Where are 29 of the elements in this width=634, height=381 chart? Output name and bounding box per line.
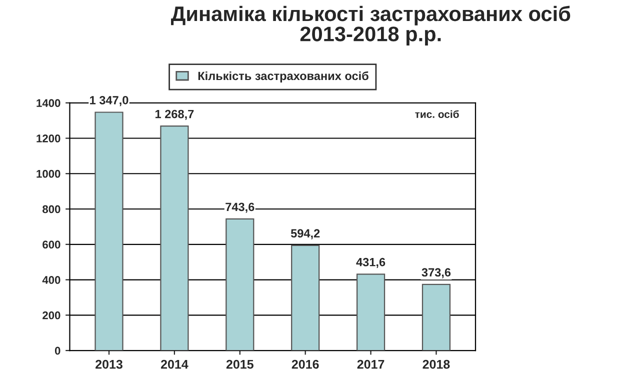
data-label: 1 347,0 — [90, 96, 128, 106]
y-tick-label: 1200 — [36, 134, 60, 142]
x-tick-label: 2015 — [226, 360, 254, 369]
data-label: 373,6 — [422, 268, 451, 278]
data-label: 743,6 — [226, 202, 254, 213]
y-tick-label: 400 — [42, 276, 60, 284]
legend-label: Кількість застрахованих осіб — [198, 71, 368, 82]
x-tick-label: 2014 — [160, 360, 188, 369]
bar — [160, 126, 189, 351]
bar — [422, 284, 451, 351]
x-tick-label: 2018 — [422, 360, 450, 369]
bar — [94, 112, 124, 351]
y-tick-label: 1400 — [36, 99, 60, 108]
x-tick-label: 2013 — [96, 360, 122, 369]
x-tick-label: 2016 — [292, 360, 319, 369]
y-tick-label: 0 — [54, 346, 60, 355]
bar — [291, 244, 320, 351]
data-label: 431,6 — [356, 258, 386, 268]
data-label: 594,2 — [290, 229, 320, 240]
bar — [226, 218, 254, 351]
x-tick-label: 2017 — [357, 360, 384, 369]
y-tick-label: 600 — [42, 240, 60, 249]
y-tick-label: 200 — [42, 311, 60, 320]
y-tick-label: 1000 — [36, 170, 60, 178]
annotation: тис. осіб — [415, 110, 459, 118]
chart-title: Динаміка кількості застрахованих осіб 2013-2018 р.р. — [171, 6, 570, 46]
y-tick-label: 800 — [42, 205, 60, 214]
bar — [356, 274, 386, 351]
data-label: 1 268,7 — [156, 110, 194, 120]
